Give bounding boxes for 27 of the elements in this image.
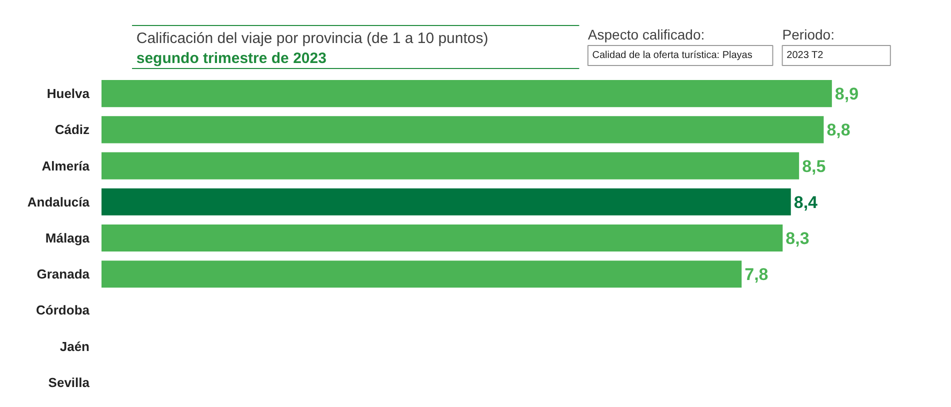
- bar: [102, 80, 832, 108]
- y-tick-label: Sevilla: [48, 374, 90, 390]
- bar: [102, 188, 791, 216]
- y-tick-label: Cádiz: [54, 122, 90, 138]
- bar: [102, 152, 800, 180]
- y-tick-label: Jaén: [60, 338, 90, 354]
- data-label: 8,4: [794, 192, 818, 212]
- data-label: 8,3: [786, 229, 810, 248]
- chart-title: Calificación del viaje por provincia (de 1 a 10 puntos): [136, 30, 488, 47]
- y-tick-label: Málaga: [45, 230, 90, 246]
- bar: [102, 224, 783, 252]
- text: Aspecto calificado:: [588, 26, 705, 42]
- data-label: 8,9: [834, 84, 859, 104]
- data-label: 8,8: [826, 120, 850, 140]
- data-label: 7,8: [744, 265, 768, 284]
- text: Periodo:: [782, 26, 834, 42]
- y-tick-label: Huelva: [46, 86, 90, 102]
- text: 2023 T2: [786, 50, 824, 61]
- data-label: 8,5: [802, 156, 826, 176]
- y-tick-label: Almería: [42, 158, 90, 174]
- bar: [102, 260, 742, 288]
- y-tick-label: Córdoba: [36, 302, 90, 318]
- text: Calidad de la oferta turística: Playas: [592, 50, 752, 61]
- y-tick-label: Andalucía: [27, 194, 90, 210]
- y-tick-label: Granada: [36, 266, 90, 282]
- chart-subtitle: segundo trimestre de 2023: [136, 50, 326, 67]
- bar: [102, 116, 824, 144]
